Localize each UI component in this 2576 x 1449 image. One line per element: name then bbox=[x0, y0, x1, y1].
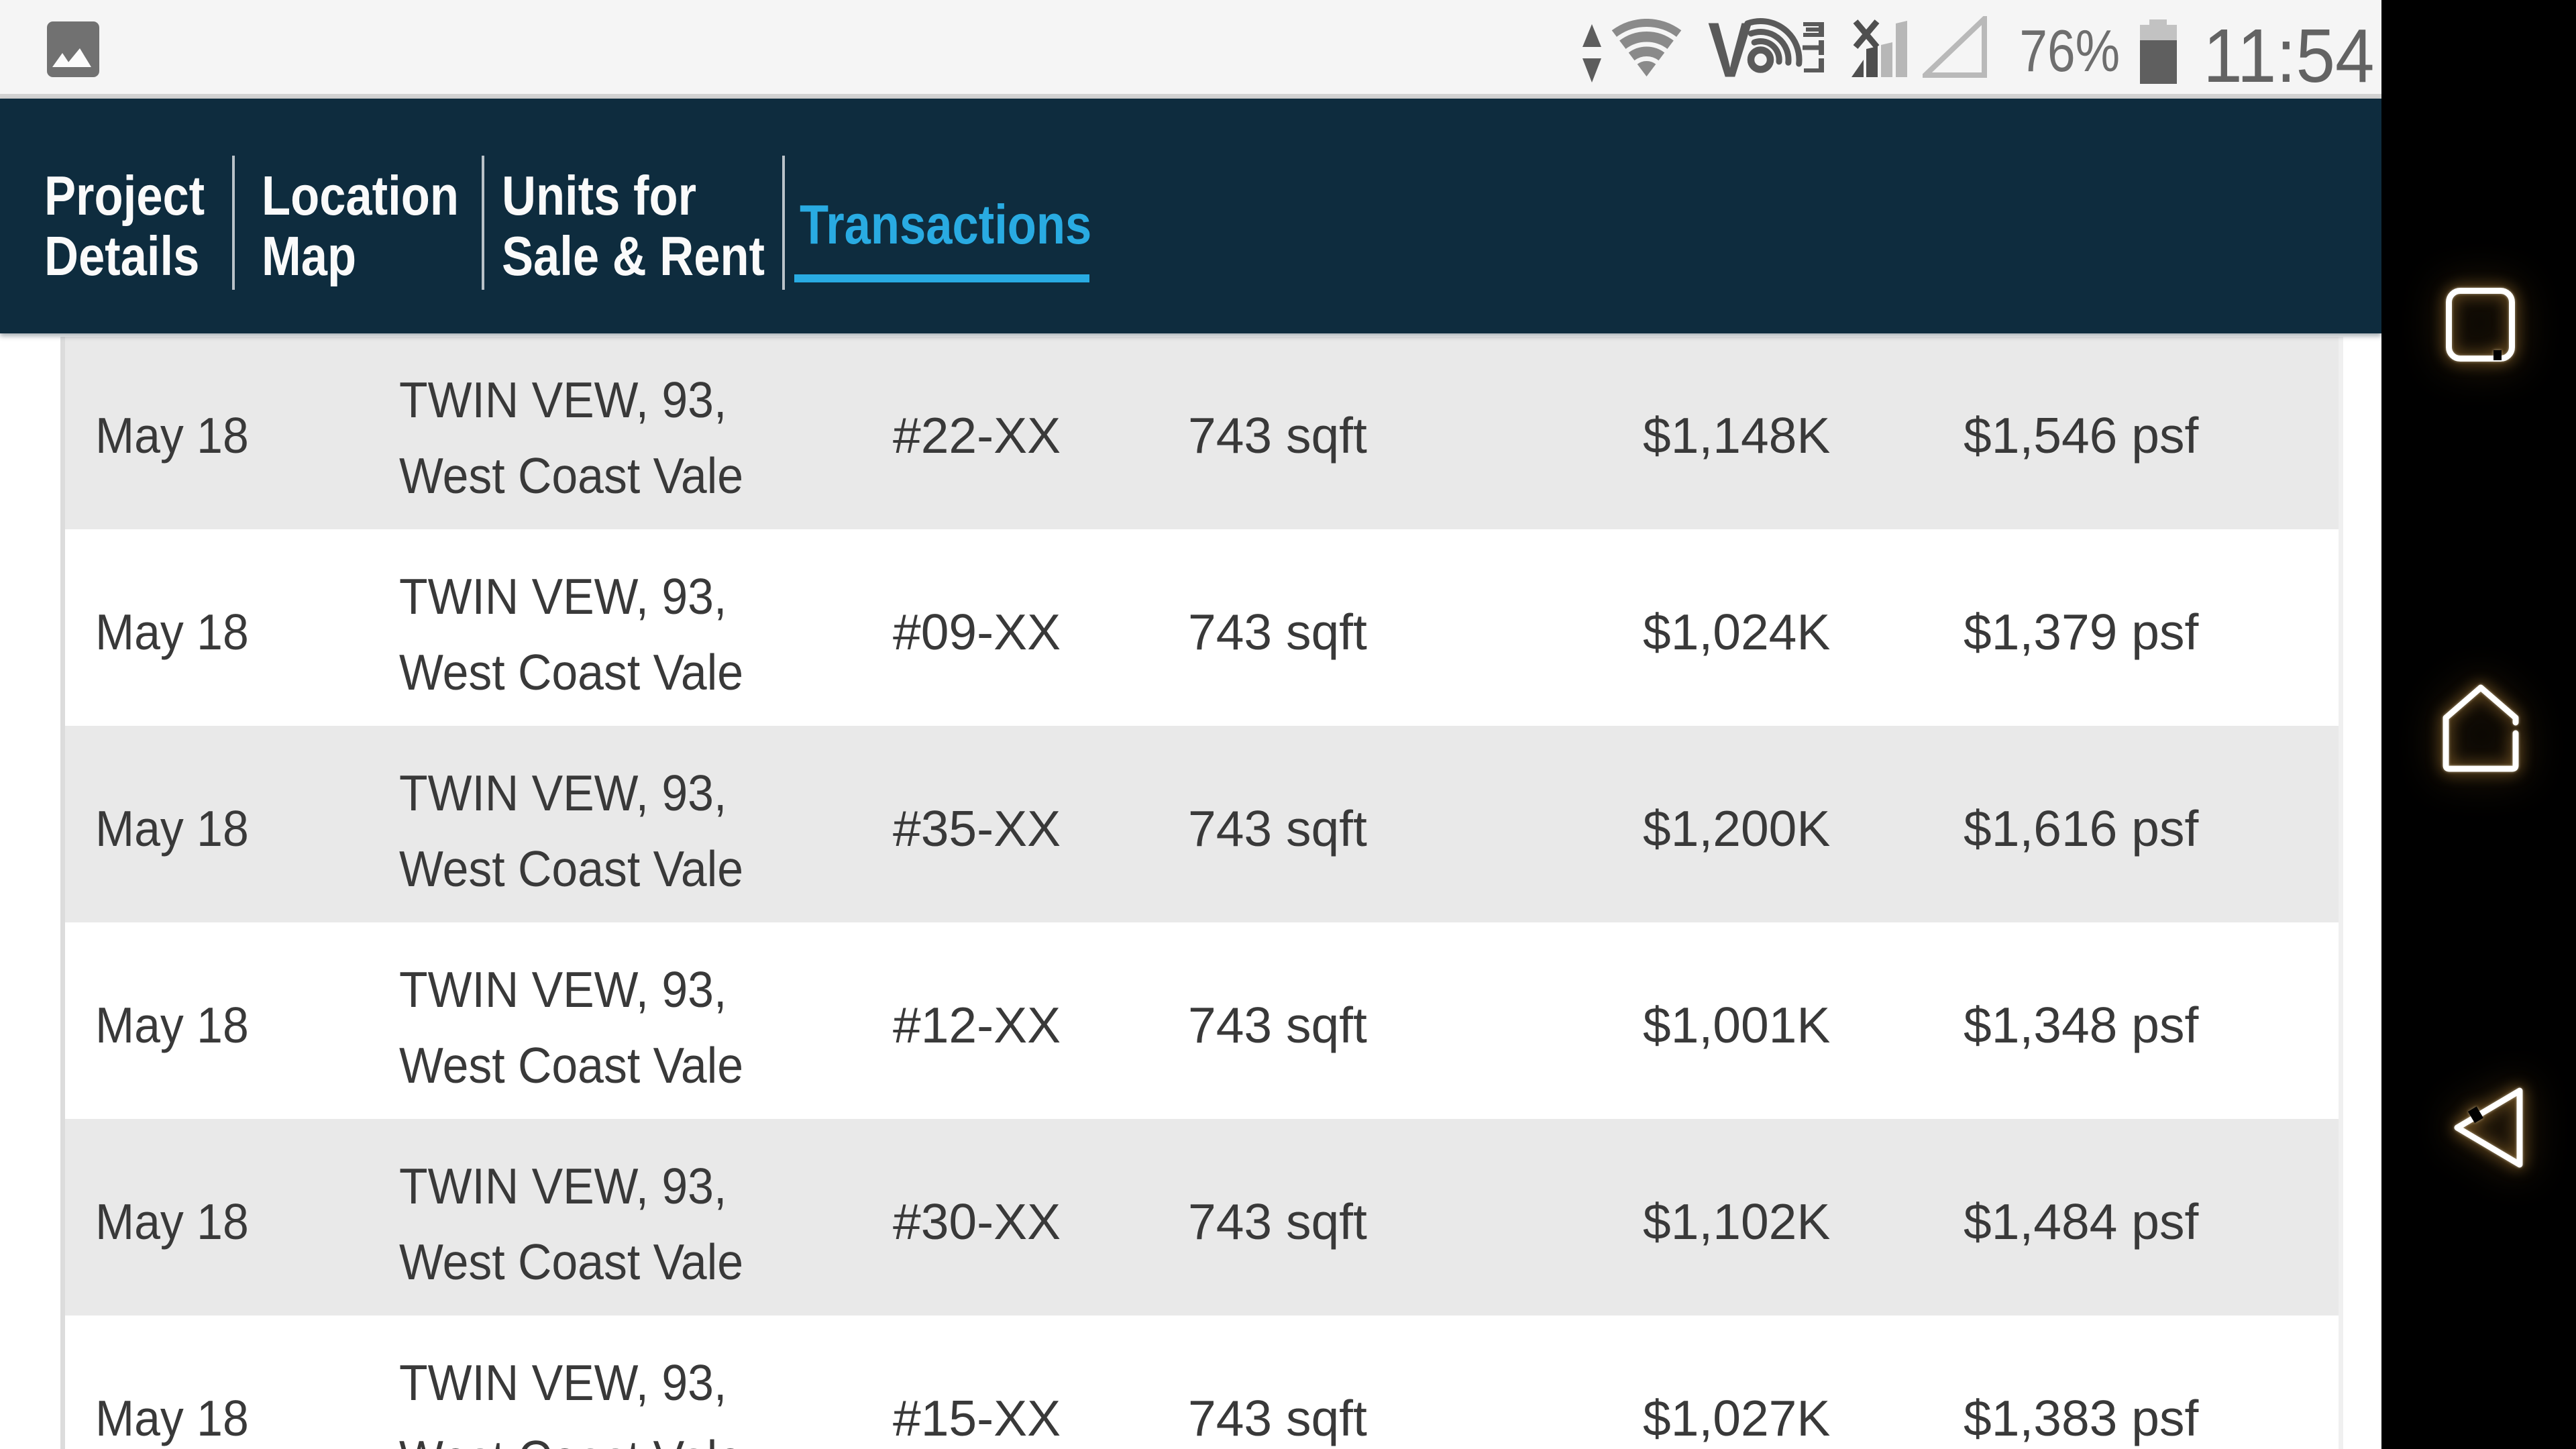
svg-text:V: V bbox=[1708, 7, 1752, 93]
